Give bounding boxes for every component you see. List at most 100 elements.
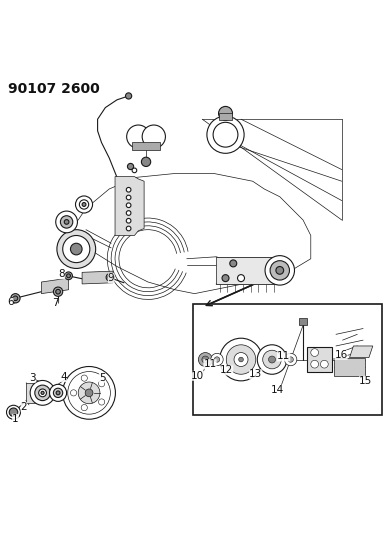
Text: 90107 2600: 90107 2600 — [9, 83, 100, 96]
Circle shape — [214, 357, 220, 362]
Text: 10: 10 — [191, 371, 204, 381]
Polygon shape — [350, 346, 373, 358]
Circle shape — [257, 345, 287, 374]
Circle shape — [56, 391, 60, 395]
Circle shape — [222, 274, 229, 281]
Circle shape — [106, 273, 114, 281]
Circle shape — [9, 408, 18, 416]
Circle shape — [142, 125, 165, 148]
Polygon shape — [67, 173, 311, 294]
Text: 6: 6 — [7, 297, 14, 307]
Circle shape — [39, 389, 46, 397]
Circle shape — [57, 230, 96, 269]
Bar — [133, 142, 159, 150]
Circle shape — [60, 216, 73, 228]
Circle shape — [13, 296, 18, 301]
Text: 2: 2 — [21, 402, 27, 412]
Circle shape — [219, 107, 233, 120]
Polygon shape — [82, 271, 113, 284]
Circle shape — [108, 276, 112, 279]
Circle shape — [234, 352, 248, 367]
Text: 13: 13 — [249, 369, 262, 379]
Circle shape — [35, 385, 50, 401]
Circle shape — [98, 399, 105, 405]
Circle shape — [56, 211, 77, 233]
Circle shape — [30, 381, 55, 405]
Polygon shape — [334, 358, 365, 376]
Text: 8: 8 — [59, 269, 65, 279]
Circle shape — [63, 367, 116, 419]
Text: 3: 3 — [29, 373, 36, 383]
Circle shape — [126, 226, 131, 231]
Circle shape — [311, 360, 319, 368]
Circle shape — [65, 272, 72, 280]
Circle shape — [321, 360, 328, 368]
Circle shape — [230, 260, 237, 267]
Circle shape — [220, 338, 262, 381]
Circle shape — [81, 375, 88, 381]
Circle shape — [56, 289, 60, 294]
Text: 5: 5 — [99, 373, 105, 383]
Bar — [307, 347, 332, 372]
Circle shape — [49, 384, 67, 401]
Circle shape — [41, 391, 44, 394]
Circle shape — [263, 350, 281, 369]
Circle shape — [311, 349, 319, 357]
Circle shape — [63, 236, 90, 263]
Text: 7: 7 — [52, 298, 58, 308]
Circle shape — [126, 203, 131, 207]
Circle shape — [85, 389, 93, 397]
Circle shape — [70, 243, 82, 255]
Text: 12: 12 — [220, 366, 233, 375]
Circle shape — [198, 352, 212, 367]
Circle shape — [7, 405, 21, 419]
Circle shape — [64, 220, 69, 224]
Circle shape — [211, 353, 223, 366]
Circle shape — [126, 219, 131, 223]
Circle shape — [132, 168, 137, 173]
Text: 14: 14 — [271, 385, 284, 395]
Circle shape — [265, 256, 294, 285]
Circle shape — [78, 382, 100, 403]
Circle shape — [238, 274, 245, 281]
Circle shape — [98, 381, 105, 387]
Circle shape — [53, 287, 63, 296]
Circle shape — [226, 345, 256, 374]
Text: 15: 15 — [359, 376, 372, 386]
Circle shape — [141, 157, 151, 166]
Circle shape — [288, 357, 293, 362]
Circle shape — [239, 357, 244, 362]
Circle shape — [276, 266, 284, 274]
Circle shape — [82, 203, 86, 206]
Circle shape — [126, 211, 131, 215]
Polygon shape — [216, 257, 280, 284]
Bar — [219, 113, 233, 120]
Circle shape — [75, 196, 93, 213]
Circle shape — [126, 195, 131, 200]
Circle shape — [284, 353, 297, 366]
Circle shape — [53, 388, 63, 398]
Polygon shape — [26, 383, 39, 403]
Polygon shape — [41, 278, 68, 294]
Polygon shape — [115, 176, 144, 236]
Bar — [193, 304, 382, 415]
Circle shape — [270, 261, 289, 280]
Text: 4: 4 — [60, 372, 67, 382]
Text: 16: 16 — [335, 350, 348, 360]
Circle shape — [11, 294, 20, 303]
Circle shape — [202, 356, 209, 363]
Text: 9: 9 — [108, 273, 114, 283]
Circle shape — [79, 200, 89, 209]
Circle shape — [126, 188, 131, 192]
Circle shape — [128, 164, 134, 169]
Circle shape — [67, 274, 70, 278]
Text: 1: 1 — [12, 414, 19, 424]
Circle shape — [207, 116, 244, 154]
Circle shape — [70, 390, 77, 396]
Circle shape — [81, 405, 88, 411]
Circle shape — [213, 122, 238, 147]
Circle shape — [126, 93, 132, 99]
Circle shape — [127, 125, 150, 148]
Circle shape — [68, 372, 110, 414]
Text: 11: 11 — [277, 351, 290, 361]
